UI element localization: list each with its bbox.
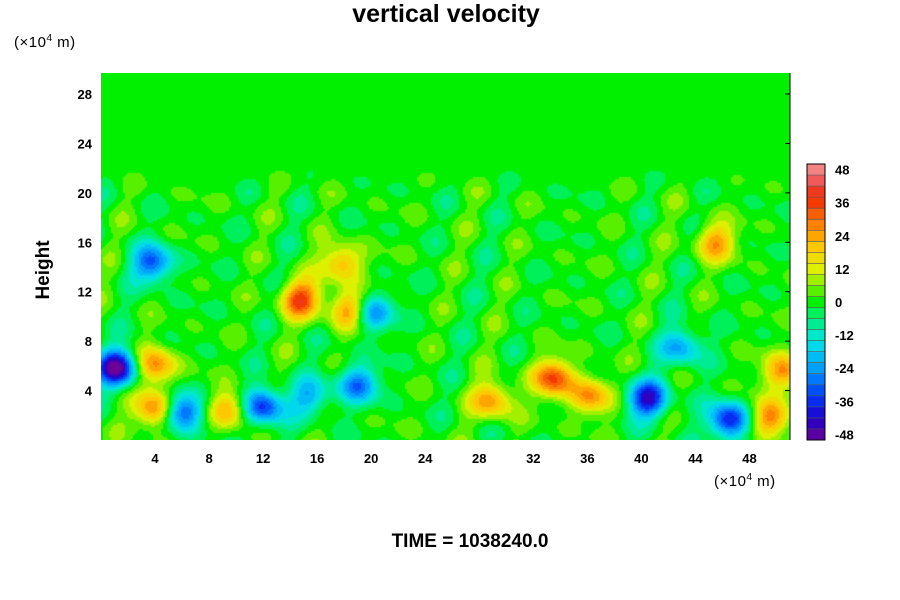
colorbar-band [807, 307, 825, 320]
colorbar-tick-label: -24 [835, 361, 855, 376]
colorbar-band [807, 428, 825, 441]
heatmap-field [101, 73, 790, 440]
x-tick-label: 32 [526, 451, 540, 466]
colorbar-tick-label: 48 [835, 163, 849, 178]
colorbar-tick-label: 12 [835, 262, 849, 277]
x-tick-label: 24 [418, 451, 433, 466]
x-axis-unit: (×104 m) [714, 472, 776, 490]
colorbar-band [807, 395, 825, 408]
time-readout: TIME = 1038240.0 [391, 531, 549, 552]
colorbar-band [807, 285, 825, 297]
y-tick-label: 20 [78, 186, 92, 201]
colorbar-band [807, 406, 825, 419]
colorbar-tick-label: 24 [835, 229, 850, 244]
y-tick-label: 12 [78, 285, 92, 300]
colorbar-band [807, 252, 825, 264]
x-tick-label: 40 [634, 451, 648, 466]
colorbar-band [807, 329, 825, 342]
x-tick-label: 16 [310, 451, 324, 466]
y-tick-label: 4 [85, 384, 93, 399]
colorbar-band [807, 274, 825, 286]
x-tick-label: 20 [364, 451, 378, 466]
y-tick-label: 24 [78, 136, 93, 151]
colorbar-tick-label: 0 [835, 295, 842, 310]
colorbar-band [807, 318, 825, 331]
colorbar-frame [806, 163, 826, 441]
colorbar-band [807, 219, 825, 231]
colorbar-band [807, 296, 825, 309]
colorbar-band [807, 362, 825, 375]
y-tick-label: 28 [78, 87, 92, 102]
colorbar-tick-label: -36 [835, 394, 854, 409]
x-tick-label: 36 [580, 451, 594, 466]
x-tick-label: 8 [205, 451, 212, 466]
colorbar-band [807, 340, 825, 353]
colorbar-band [807, 384, 825, 397]
colorbar-tick-label: 36 [835, 196, 849, 211]
chart-title: vertical velocity [352, 0, 540, 28]
colorbar-band [807, 164, 825, 176]
x-tick-label: 48 [742, 451, 756, 466]
y-tick-label: 16 [78, 235, 92, 250]
colorbar-band [807, 373, 825, 386]
x-tick-label: 4 [151, 451, 159, 466]
y-tick-label: 8 [85, 334, 92, 349]
colorbar-tick-label: -12 [835, 328, 854, 343]
colorbar-band [807, 175, 825, 187]
colorbar-band [807, 241, 825, 253]
colorbar-band [807, 197, 825, 209]
x-tick-label: 44 [688, 451, 703, 466]
colorbar-tick-label: -48 [835, 427, 854, 442]
x-tick-label: 12 [256, 451, 270, 466]
colorbar-band [807, 263, 825, 275]
colorbar-band [807, 186, 825, 198]
y-axis-unit: (×104 m) [14, 33, 76, 51]
x-tick-label: 28 [472, 451, 486, 466]
colorbar-band [807, 351, 825, 364]
colorbar-band [807, 417, 825, 430]
colorbar-band [807, 208, 825, 220]
colorbar-band [807, 230, 825, 242]
